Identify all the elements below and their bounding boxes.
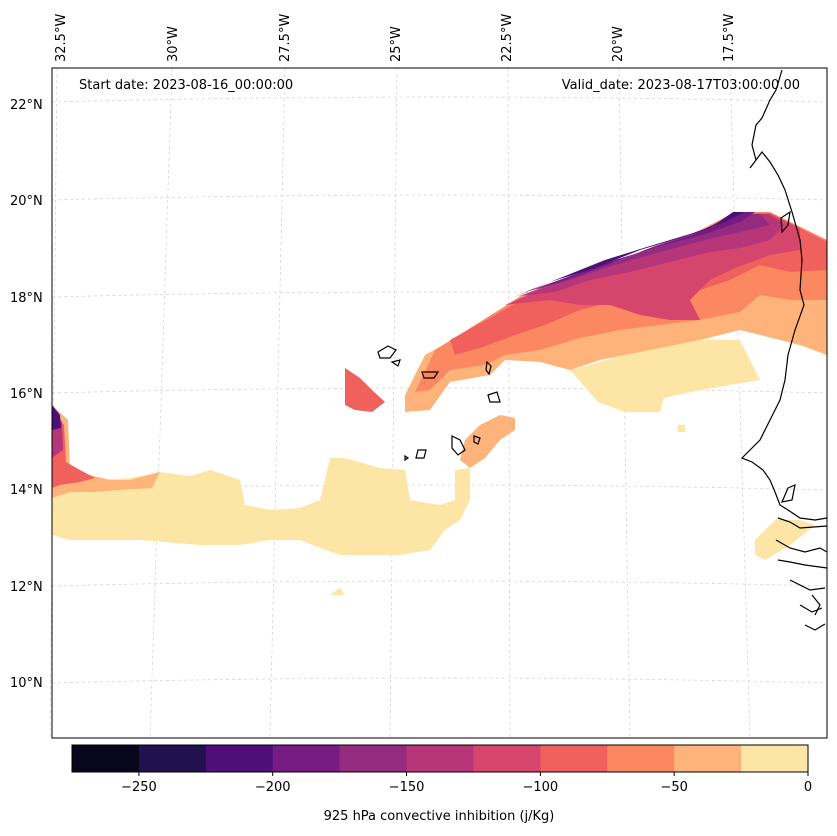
lat-label-16n: 16°N — [10, 387, 43, 402]
lon-label-27-5w: 27.5°W — [278, 13, 293, 62]
colorbar-label: 925 hPa convective inhibition (j/Kg) — [323, 809, 555, 824]
lat-label-20n: 20°N — [10, 194, 43, 209]
colorbar-tick-label: −50 — [660, 780, 688, 795]
colorbar-swatch — [607, 745, 675, 772]
cin-region-tiny — [678, 425, 685, 432]
colorbar-swatch — [205, 745, 274, 772]
lon-label-20w: 20°W — [611, 26, 626, 62]
axes-frame — [51, 67, 828, 739]
colorbar-tick-label: −250 — [121, 780, 157, 795]
colorbar-swatch — [72, 745, 140, 772]
start-date-text: Start date: 2023-08-16_00:00:00 — [79, 78, 294, 93]
colorbar-tick-label: 0 — [803, 780, 813, 795]
cin-region-west-200 — [52, 405, 61, 430]
colorbar-swatch — [540, 745, 608, 772]
colorbar-ticks — [138, 772, 809, 776]
colorbar — [71, 744, 809, 773]
lat-label-12n: 12°N — [10, 580, 43, 595]
colorbar-swatch — [674, 745, 742, 772]
cin-region-north-200 — [512, 212, 745, 298]
cin-region-west-25 — [52, 405, 160, 498]
cin-region-north-0 — [570, 340, 760, 412]
colorbar-tick-label: −200 — [254, 780, 291, 795]
colorbar-swatch — [272, 745, 341, 772]
cin-region-north-175 — [515, 212, 755, 297]
cin-region-capeverde-nw — [345, 368, 385, 412]
colorbar-tick-label: −150 — [388, 780, 425, 795]
cin-region-west-75 — [52, 410, 95, 488]
colorbar-swatch — [339, 745, 408, 772]
cin-region-south-0 — [52, 458, 470, 555]
colorbar-tick-label: −100 — [522, 780, 559, 795]
cin-contours — [52, 212, 827, 595]
lon-label-32-5w: 32.5°W — [54, 13, 69, 62]
cin-region-capeverde-se — [460, 415, 515, 468]
colorbar-swatch — [138, 745, 207, 772]
lon-label-30w: 30°W — [166, 26, 181, 62]
lat-label-10n: 10°N — [10, 676, 43, 691]
colorbar-swatch — [473, 745, 541, 772]
lon-label-25w: 25°W — [389, 26, 404, 62]
colorbar-swatch — [406, 745, 474, 772]
cin-region-senegal — [755, 520, 815, 560]
colorbar-frame — [71, 744, 809, 773]
cin-region-south-0b — [330, 588, 345, 595]
graticule — [49, 67, 828, 739]
lat-label-14n: 14°N — [10, 483, 43, 498]
colorbar-swatch — [741, 745, 809, 772]
lat-label-18n: 18°N — [10, 291, 43, 306]
lat-label-22n: 22°N — [10, 98, 43, 113]
lon-label-17-5w: 17.5°W — [722, 13, 737, 62]
valid-date-text: Valid_date: 2023-08-17T03:00:00.00 — [561, 78, 800, 93]
lon-label-22-5w: 22.5°W — [500, 13, 515, 62]
coastline — [377, 69, 828, 631]
